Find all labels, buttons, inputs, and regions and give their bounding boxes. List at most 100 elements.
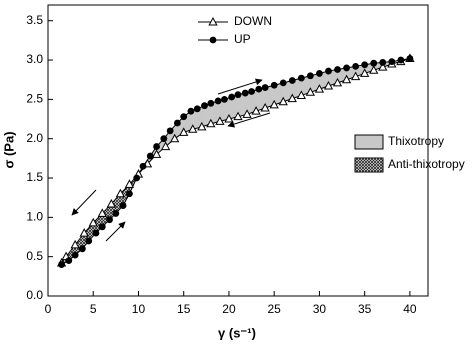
x-tick-label: 30: [313, 302, 327, 316]
data-point: [119, 202, 127, 209]
data-point: [112, 210, 120, 217]
data-point: [106, 216, 113, 224]
legend-label: DOWN: [234, 14, 272, 28]
data-point: [241, 89, 249, 97]
y-axis-label: σ (Pa): [1, 131, 16, 168]
data-point: [248, 88, 255, 95]
y-tick-label: 2.0: [26, 131, 43, 145]
x-tick-label: 20: [222, 302, 236, 316]
data-point: [106, 198, 116, 208]
x-tick-label: 40: [403, 302, 417, 316]
data-point: [269, 99, 279, 109]
data-point: [233, 111, 243, 121]
data-point: [224, 113, 234, 123]
data-point: [214, 97, 222, 105]
data-point: [179, 127, 189, 136]
data-point: [97, 208, 107, 217]
data-point: [188, 124, 198, 133]
data-point: [193, 105, 201, 113]
data-point: [255, 85, 263, 93]
data-point: [287, 93, 297, 103]
annotation-arrows: [71, 78, 271, 242]
data-point: [221, 95, 228, 103]
data-point: [215, 116, 225, 125]
data-point: [352, 62, 360, 70]
y-tick-label: 3.0: [26, 52, 43, 66]
data-point: [379, 59, 387, 66]
data-point: [350, 71, 361, 81]
data-point: [201, 102, 208, 110]
legend-marker: [208, 16, 218, 26]
legend-label: Thixotropy: [388, 134, 444, 148]
data-point: [234, 91, 242, 99]
data-point: [325, 67, 332, 75]
data-point: [206, 118, 216, 128]
data-point: [332, 77, 343, 87]
x-tick-label: 10: [132, 302, 146, 316]
data-point: [316, 70, 323, 77]
data-point: [305, 87, 316, 96]
data-point: [126, 190, 133, 198]
x-tick-label: 35: [358, 302, 372, 316]
data-point: [180, 113, 188, 121]
data-point: [65, 257, 73, 265]
data-point: [79, 228, 89, 237]
data-point: [170, 133, 180, 143]
data-point: [251, 106, 261, 115]
data-point: [323, 80, 334, 90]
legend-marker: [209, 36, 217, 44]
data-point: [160, 141, 171, 151]
data-point: [334, 66, 341, 73]
legend-swatch: [354, 157, 384, 173]
data-point: [397, 56, 405, 64]
plot-frame: [47, 4, 429, 297]
data-point: [341, 74, 352, 84]
y-tick-label: 3.5: [26, 13, 43, 27]
data-point: [187, 107, 195, 115]
data-point: [288, 77, 296, 84]
data-point: [139, 162, 147, 170]
data-point: [207, 99, 215, 107]
data-point: [314, 84, 325, 93]
data-point: [297, 74, 305, 82]
data-point: [70, 239, 80, 249]
data-point: [153, 143, 160, 150]
arrow: [227, 112, 271, 128]
data-point: [278, 96, 288, 106]
legend-label: UP: [234, 32, 251, 46]
legend-label: Anti-thixotropy: [388, 157, 465, 171]
data-point: [173, 119, 181, 127]
data-point: [88, 217, 98, 227]
data-point: [85, 237, 93, 245]
data-point: [261, 84, 269, 91]
data-point: [370, 59, 378, 67]
data-point: [361, 61, 369, 69]
data-point: [124, 179, 135, 188]
data-point: [296, 90, 306, 99]
x-axis-label: γ (s⁻¹): [218, 325, 256, 340]
data-point: [92, 229, 100, 237]
y-tick-label: 1.0: [26, 210, 43, 224]
data-point: [115, 188, 126, 198]
arrow: [105, 221, 126, 242]
data-point: [406, 55, 414, 62]
x-tick-label: 0: [45, 302, 52, 316]
data-point: [242, 109, 252, 118]
data-point: [270, 81, 278, 89]
legend-swatch: [354, 134, 384, 150]
series-line: [61, 58, 411, 264]
x-tick-label: 5: [90, 302, 97, 316]
data-point: [378, 62, 388, 71]
arrow: [71, 189, 97, 216]
data-point: [146, 152, 154, 160]
data-point: [160, 135, 168, 143]
arrow: [217, 78, 263, 95]
data-point: [133, 174, 141, 182]
data-point: [98, 223, 106, 231]
data-point: [306, 72, 314, 80]
data-point: [260, 102, 270, 112]
data-point: [151, 149, 162, 158]
data-point: [343, 64, 350, 72]
